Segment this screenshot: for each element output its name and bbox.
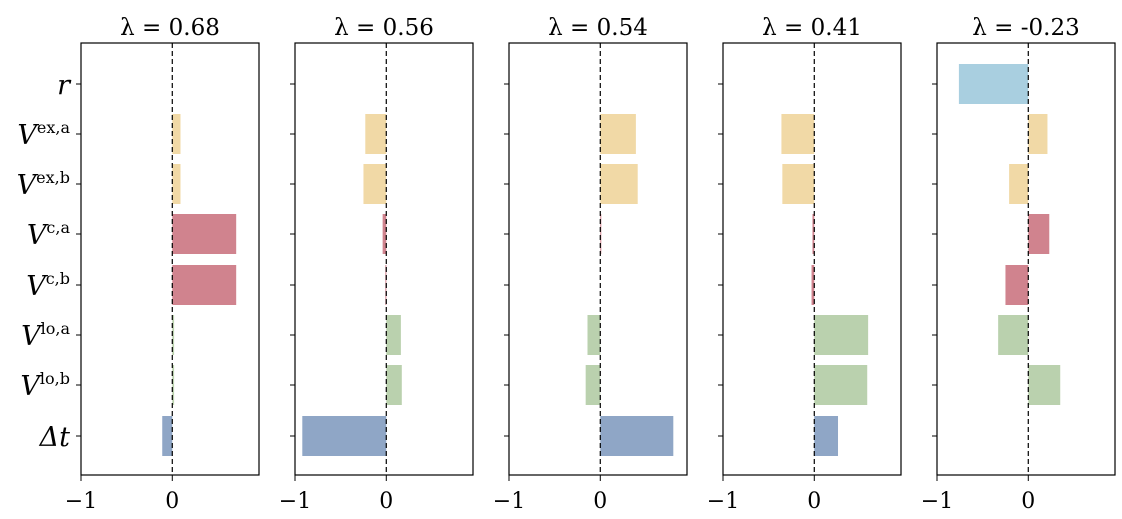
category-label: Vc,b <box>26 269 70 302</box>
bar-4-vexb <box>782 164 815 204</box>
bar-4-vlob <box>814 365 868 405</box>
bar-4-vexa <box>781 114 815 154</box>
panel-title: λ = 0.68 <box>120 15 220 41</box>
bar-5-vcb <box>1005 265 1029 305</box>
x-tick-label: 0 <box>593 489 607 514</box>
panel-title: λ = 0.54 <box>548 15 648 41</box>
x-tick-label: −1 <box>493 489 525 514</box>
bar-1-vlob <box>172 365 175 405</box>
bar-2-vlob <box>386 365 402 405</box>
axes-frame <box>936 42 1116 476</box>
x-tick-label: 0 <box>165 489 179 514</box>
x-tick-label: 0 <box>379 489 393 514</box>
x-tick-label: −1 <box>65 489 97 514</box>
bar-1-vexa <box>172 114 181 154</box>
bar-5-vca <box>1028 214 1050 254</box>
bar-5-vloa <box>998 315 1029 355</box>
bar-1-t <box>162 416 173 456</box>
bar-2-vloa <box>386 315 401 355</box>
bar-4-vcb <box>811 265 815 305</box>
bar-2-t <box>302 416 387 456</box>
bar-3-vca <box>600 214 602 254</box>
bar-5-vlob <box>1028 365 1061 405</box>
axes-frame <box>80 42 260 476</box>
bar-3-t <box>600 416 674 456</box>
panel-1: −1 0 λ = 0.68 <box>65 15 260 514</box>
bar-4-t <box>814 416 839 456</box>
category-label: Vex,a <box>17 118 70 151</box>
bar-3-vloa <box>587 315 601 355</box>
bar-1-vexb <box>172 164 181 204</box>
category-label: Vex,b <box>17 168 70 201</box>
bar-3-vexa <box>600 114 636 154</box>
panel-title: λ = 0.41 <box>762 15 862 41</box>
bar-3-vlob <box>585 365 601 405</box>
panel-3: −1 0 λ = 0.54 <box>493 15 688 514</box>
bar-2-vexa <box>365 114 387 154</box>
x-tick-label: −1 <box>921 489 953 514</box>
panel-5: −1 0 λ = -0.23 <box>921 15 1116 514</box>
x-tick-label: 0 <box>1021 489 1035 514</box>
category-label: Δt <box>39 422 70 453</box>
bar-4-vca <box>812 214 815 254</box>
category-label: r <box>57 70 72 101</box>
axes-frame <box>508 42 688 476</box>
bar-3-vexb <box>600 164 638 204</box>
panel-title: λ = -0.23 <box>972 15 1079 41</box>
bar-5-r <box>958 64 1029 104</box>
panel-4: −1 0 λ = 0.41 <box>707 15 902 514</box>
category-label: Vlo,a <box>21 319 70 352</box>
bar-1-vloa <box>172 315 175 355</box>
bar-1-vcb <box>172 265 237 305</box>
x-tick-label: −1 <box>707 489 739 514</box>
bar-2-vca <box>382 214 387 254</box>
x-tick-label: −1 <box>279 489 311 514</box>
x-tick-label: 0 <box>807 489 821 514</box>
bar-2-vexb <box>363 164 387 204</box>
category-label: Vc,a <box>27 218 71 251</box>
category-label: Vlo,b <box>20 369 70 402</box>
bar-4-vloa <box>814 315 869 355</box>
panel-2: −1 0 λ = 0.56 <box>279 15 474 514</box>
bar-5-vexa <box>1028 114 1048 154</box>
axes-frame <box>722 42 902 476</box>
bar-1-vca <box>172 214 237 254</box>
bar-5-vexb <box>1009 164 1029 204</box>
panel-title: λ = 0.56 <box>334 15 434 41</box>
axes-frame <box>294 42 474 476</box>
